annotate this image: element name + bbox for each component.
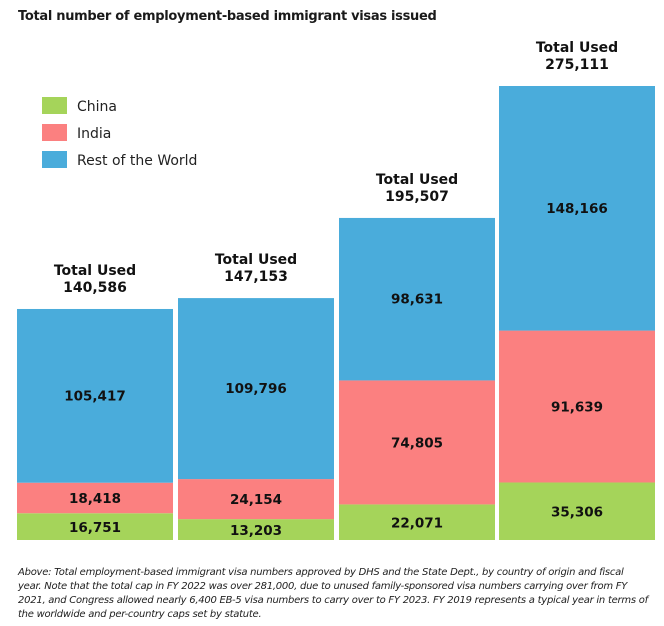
chart-title: Total number of employment-based immigra… [18,9,437,24]
legend-item-india: India [42,124,111,142]
legend-label-india: India [77,126,111,142]
segment-rest-of-the-world-fy-2019 [16,307,174,483]
data-label-india-fy-2021: 74,805 [391,435,443,451]
segment-china-fy-2020 [177,519,335,541]
segment-india-fy-2022 [498,330,656,483]
legend-label-china: China [77,99,117,115]
data-label-india-fy-2020: 24,154 [230,492,282,508]
legend-swatch-rest-of-the-world [42,151,67,168]
data-label-rest-of-the-world-fy-2021: 98,631 [391,292,443,308]
figure-caption: Above: Total employment-based immigrant … [18,567,648,620]
data-label-rest-of-the-world-fy-2019: 105,417 [64,388,126,404]
segment-rest-of-the-world-fy-2020 [177,297,335,480]
segment-china-fy-2022 [498,482,656,541]
bar-outline-fy-2020 [176,296,336,542]
total-used-label-fy-2020: Total Used [215,252,297,268]
legend-item-china: China [42,97,117,115]
data-label-india-fy-2019: 18,418 [69,491,121,507]
legend: China India Rest of the World [42,97,197,169]
bar-outline-fy-2019 [15,306,175,542]
total-value-fy-2020: 147,153 [224,269,288,285]
segment-india-fy-2021 [338,380,496,505]
stacked-bar-chart: China India Rest of the World 16,751 18,418… [15,40,657,542]
segment-india-fy-2019 [16,482,174,514]
total-value-fy-2022: 275,111 [545,57,609,73]
total-value-fy-2019: 140,586 [63,280,127,296]
legend-item-rest-of-the-world: Rest of the World [42,151,197,169]
segment-china-fy-2021 [338,504,496,541]
data-label-china-fy-2021: 22,071 [391,516,443,532]
bar-outline-fy-2021 [337,215,497,542]
legend-swatch-china [42,97,67,114]
total-used-label-fy-2022: Total Used [536,40,618,56]
data-label-china-fy-2022: 35,306 [551,505,603,521]
segment-china-fy-2019 [16,513,174,541]
segment-india-fy-2020 [177,479,335,520]
segment-rest-of-the-world-fy-2021 [338,216,496,381]
bar-outline-fy-2022 [497,84,657,542]
data-label-rest-of-the-world-fy-2020: 109,796 [225,381,287,397]
legend-label-rest-of-the-world: Rest of the World [77,153,197,169]
data-label-rest-of-the-world-fy-2022: 148,166 [546,201,608,217]
segment-rest-of-the-world-fy-2022 [498,85,656,331]
data-label-china-fy-2019: 16,751 [69,520,121,536]
total-used-label-fy-2021: Total Used [376,172,458,188]
data-label-india-fy-2022: 91,639 [551,400,603,416]
total-value-fy-2021: 195,507 [385,189,449,205]
data-label-china-fy-2020: 13,203 [230,523,282,539]
total-used-label-fy-2019: Total Used [54,263,136,279]
legend-swatch-india [42,124,67,141]
